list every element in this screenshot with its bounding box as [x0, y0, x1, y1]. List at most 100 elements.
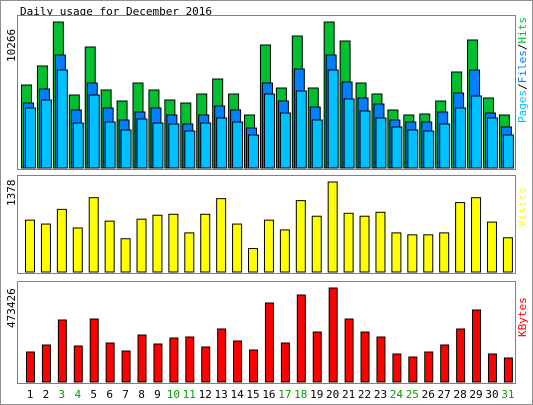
- bar: [201, 346, 211, 383]
- x-tick-label: 8: [138, 388, 145, 401]
- bar: [424, 351, 434, 383]
- bar: [168, 213, 179, 273]
- bar: [200, 213, 211, 273]
- y-tick-label: 1378: [5, 180, 18, 207]
- bar: [200, 122, 212, 169]
- x-tick-label: 23: [374, 388, 387, 401]
- x-tick-label: 17: [278, 388, 291, 401]
- bar: [249, 349, 259, 383]
- bar: [26, 351, 35, 383]
- bar: [25, 107, 36, 169]
- bar: [105, 342, 115, 383]
- bar: [471, 95, 483, 169]
- x-tick-label: 6: [106, 388, 113, 401]
- bar: [311, 215, 322, 273]
- x-tick-label: 24: [390, 388, 404, 401]
- bar: [375, 117, 387, 169]
- x-tick-label: 21: [342, 388, 355, 401]
- bar: [439, 232, 450, 273]
- bar: [152, 122, 164, 169]
- bar: [185, 336, 195, 383]
- x-tick-label: 22: [358, 388, 371, 401]
- bar: [88, 94, 100, 169]
- bar: [120, 238, 131, 273]
- bar: [232, 223, 243, 273]
- bar: [73, 345, 83, 383]
- legend-separator: /: [516, 83, 529, 90]
- bar: [344, 318, 354, 383]
- x-tick-label: 12: [199, 388, 212, 401]
- bar: [263, 93, 275, 169]
- bar: [295, 90, 307, 169]
- bar: [439, 123, 451, 169]
- bar: [407, 234, 418, 273]
- legend-entry: Files: [516, 50, 529, 83]
- bar: [327, 181, 338, 273]
- x-tick-label: 1: [27, 388, 34, 401]
- x-tick-label: 4: [74, 388, 81, 401]
- bar: [136, 118, 148, 169]
- bar: [216, 117, 228, 169]
- bar: [312, 331, 322, 383]
- x-tick-label: 27: [438, 388, 451, 401]
- bar: [104, 121, 116, 169]
- bar: [392, 353, 402, 383]
- chart-title: Daily usage for December 2016: [20, 5, 212, 18]
- bar: [423, 130, 435, 169]
- bar: [40, 99, 52, 169]
- bar: [169, 337, 179, 383]
- bar: [72, 227, 83, 273]
- bar: [217, 328, 227, 383]
- x-tick-label: 9: [154, 388, 161, 401]
- bar: [56, 208, 67, 273]
- bar: [152, 214, 163, 273]
- bar: [503, 357, 513, 383]
- bar: [280, 342, 290, 383]
- bar: [455, 202, 466, 273]
- bar: [168, 123, 180, 169]
- bar: [471, 197, 482, 273]
- legend: Pages/Files/Hits: [516, 17, 529, 123]
- bar: [328, 287, 338, 383]
- bar: [327, 69, 339, 169]
- x-tick-label: 13: [215, 388, 228, 401]
- bar: [88, 197, 99, 273]
- x-tick-label: 26: [422, 388, 435, 401]
- bar: [407, 129, 419, 169]
- bar: [121, 350, 131, 383]
- bar: [311, 119, 323, 169]
- bar: [376, 336, 386, 383]
- bar: [486, 221, 497, 273]
- bar: [89, 318, 99, 383]
- bar: [391, 126, 403, 169]
- bar: [248, 248, 259, 273]
- x-tick-label: 14: [230, 388, 244, 401]
- bar: [216, 198, 227, 273]
- bar: [56, 69, 68, 169]
- bar: [25, 219, 35, 273]
- x-tick-label: 31: [501, 388, 514, 401]
- bar: [264, 302, 274, 383]
- bar: [440, 344, 450, 383]
- bar: [184, 130, 196, 169]
- bar: [153, 343, 163, 383]
- bar: [343, 98, 355, 169]
- x-tick-label: 16: [262, 388, 275, 401]
- bar: [359, 110, 371, 169]
- x-tick-label: 25: [406, 388, 419, 401]
- bar: [295, 200, 306, 273]
- legend-entry: Hits: [516, 17, 529, 44]
- bar: [455, 107, 467, 169]
- bar: [391, 232, 402, 273]
- bar: [423, 234, 434, 273]
- x-tick-label: 18: [294, 388, 307, 401]
- bar: [375, 211, 386, 273]
- x-tick-label: 30: [485, 388, 498, 401]
- legend: Visits: [516, 187, 529, 227]
- bar: [136, 218, 147, 273]
- bar: [343, 212, 354, 273]
- bar: [263, 219, 274, 273]
- x-tick-label: 2: [43, 388, 50, 401]
- x-tick-label: 28: [453, 388, 466, 401]
